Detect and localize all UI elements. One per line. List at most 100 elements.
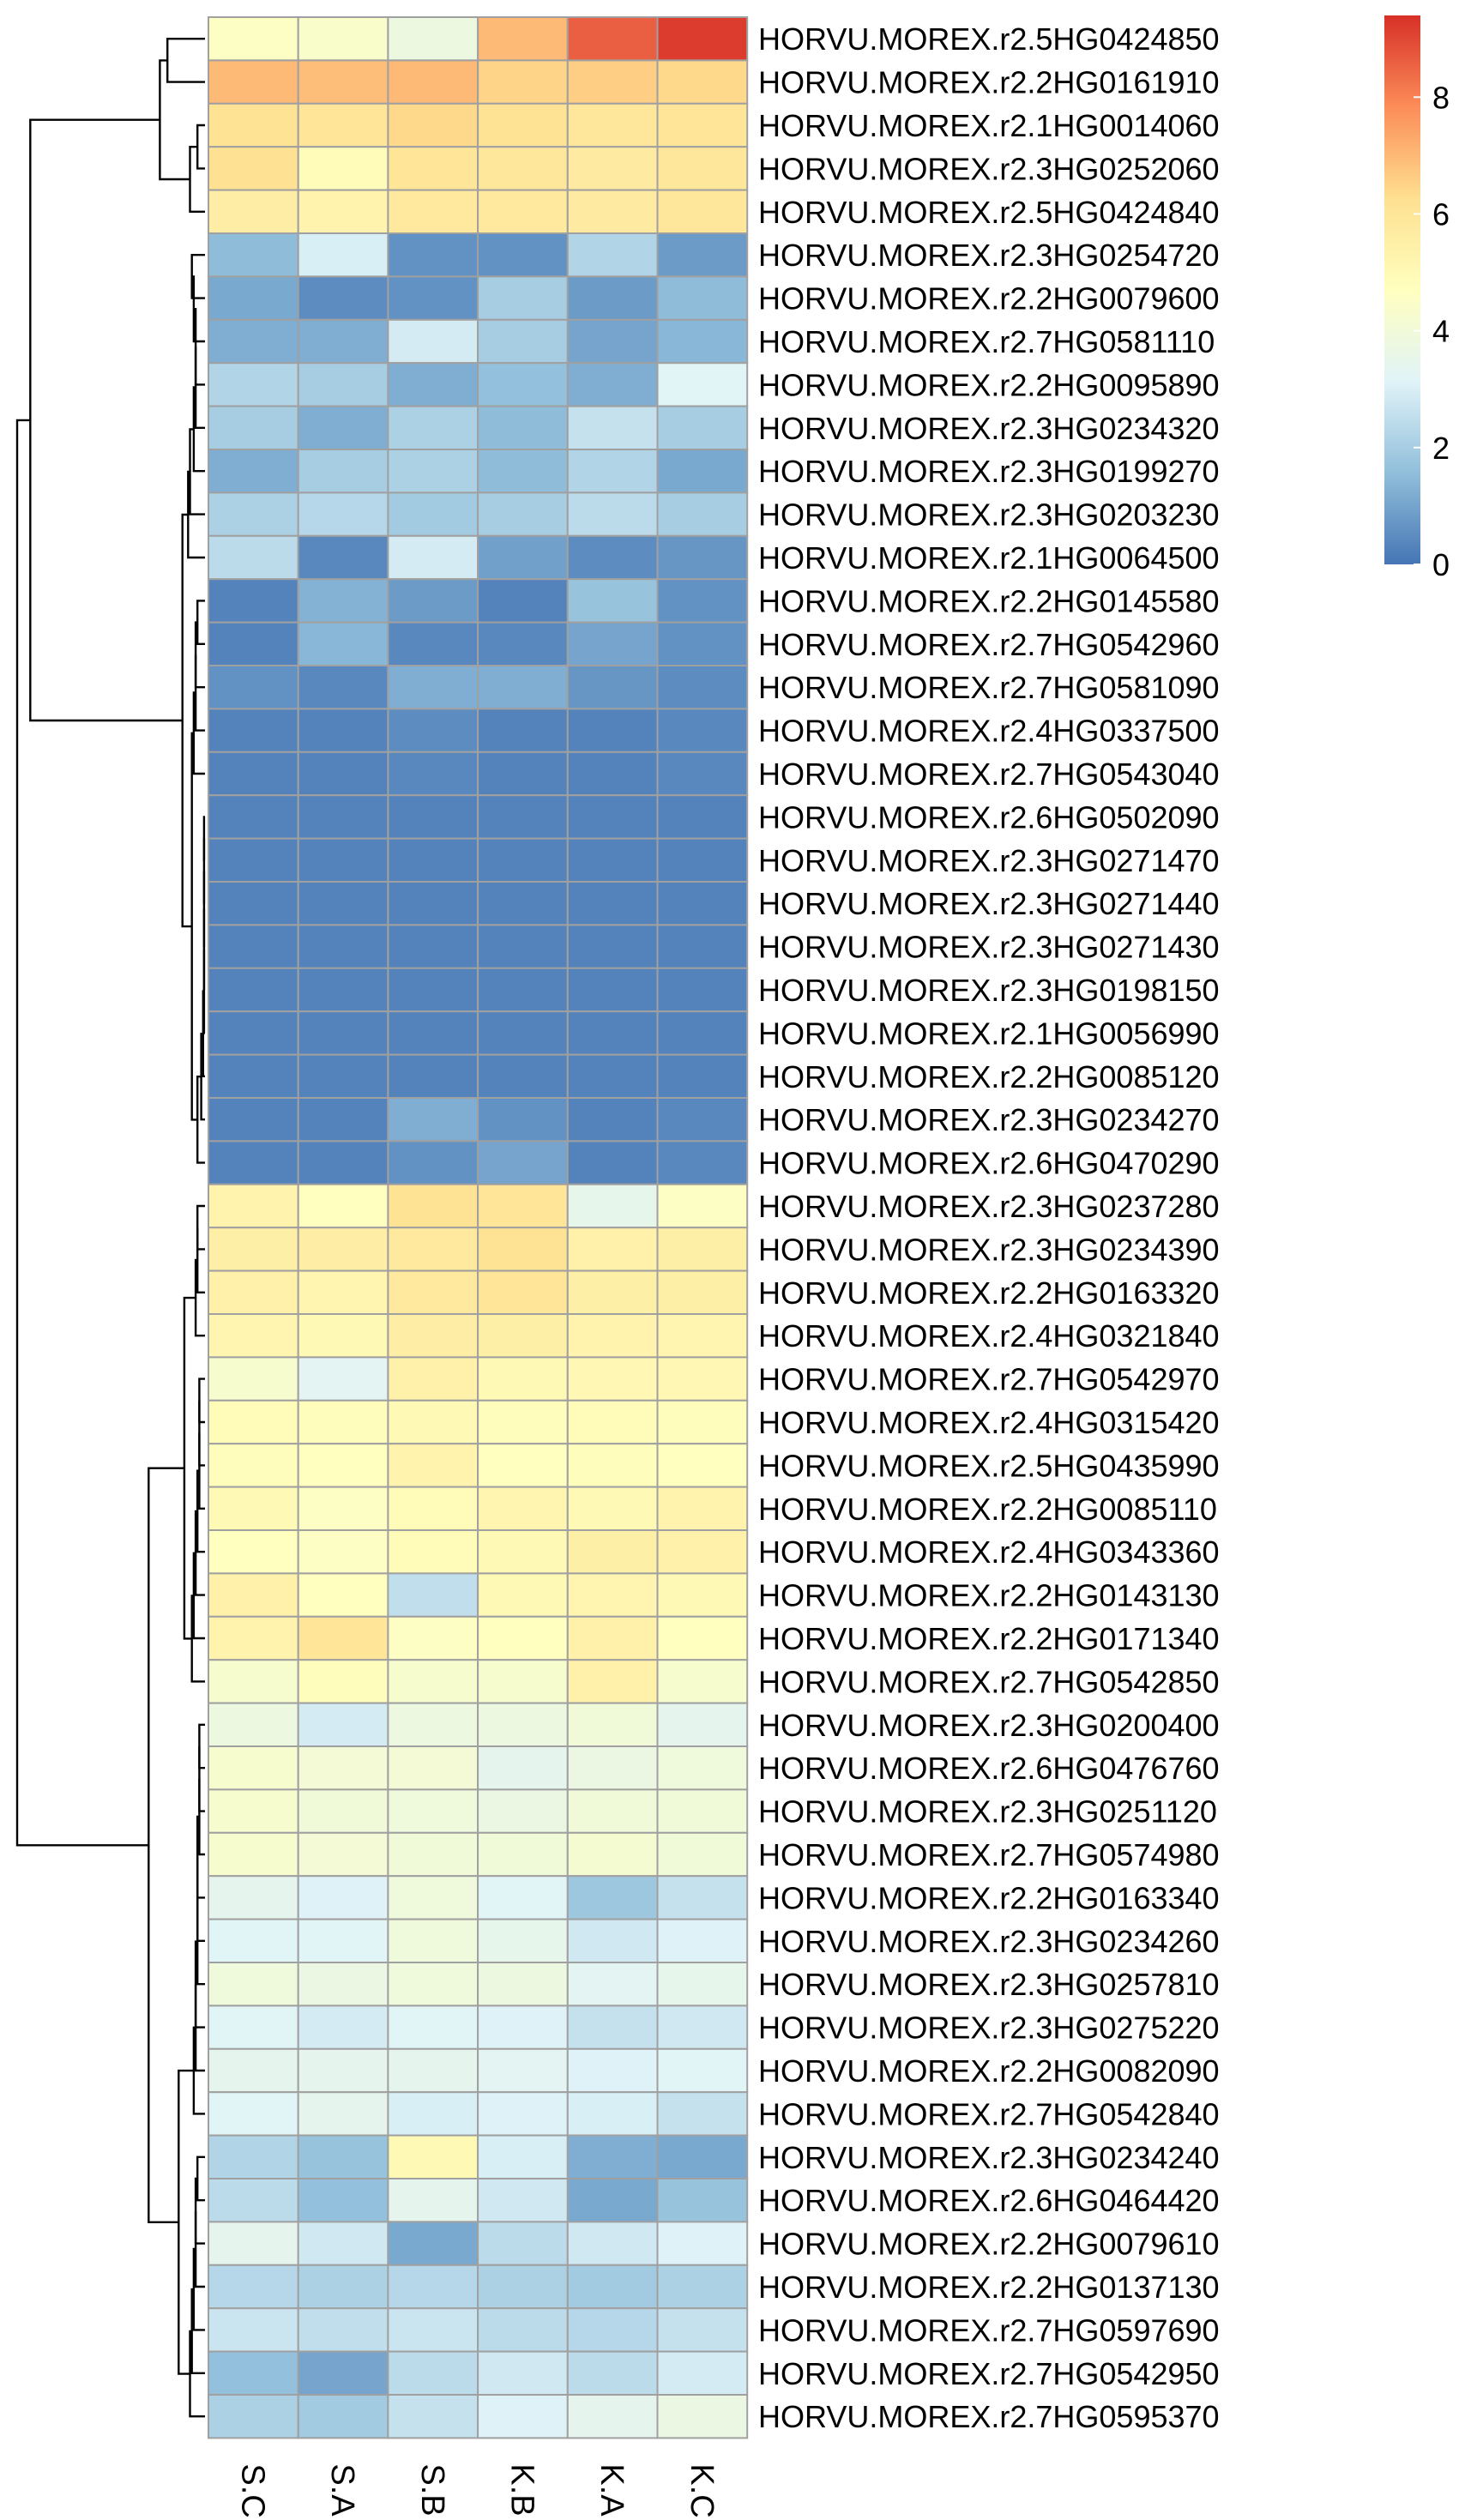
row-label: HORVU.MOREX.r2.3HG0234320 [758,411,1220,446]
heatmap-cell [656,1269,749,1315]
row-label: HORVU.MOREX.r2.2HG0095890 [758,367,1220,402]
heatmap-cell [656,578,749,624]
column-label: K.A [594,2463,630,2517]
heatmap-cell [387,449,479,494]
heatmap-cell [656,837,749,883]
heatmap-cell [297,621,389,666]
row-label: HORVU.MOREX.r2.2HG0137130 [758,2270,1220,2305]
heatmap-cell [566,837,659,883]
heatmap-cell [387,1918,479,1964]
heatmap-cell [208,1140,299,1185]
heatmap-cell [297,1962,389,2007]
heatmap-cell [656,405,749,451]
heatmap-cell [387,751,479,797]
heatmap-cell [566,2091,659,2137]
heatmap-cell [566,59,659,105]
heatmap-cell [387,1097,479,1142]
row-label: HORVU.MOREX.r2.3HG0200400 [758,1708,1220,1743]
heatmap-cell [656,794,749,840]
row-label: HORVU.MOREX.r2.7HG0542970 [758,1362,1220,1397]
heatmap-cell [566,189,659,235]
heatmap-cell [566,924,659,969]
heatmap-cell [656,1227,749,1272]
row-label: HORVU.MOREX.r2.2HG0085120 [758,1059,1220,1094]
heatmap-cell [297,1269,389,1315]
row-label: HORVU.MOREX.r2.1HG0014060 [758,108,1220,143]
heatmap-cell [656,1399,749,1445]
heatmap-cell [656,1443,749,1488]
heatmap-cell [477,2350,569,2396]
heatmap-cell [566,491,659,537]
heatmap-cell [387,794,479,840]
dendrogram-branch [29,118,183,722]
heatmap-cell [477,2221,569,2266]
heatmap-cell [656,1831,749,1878]
heatmap-cell [297,232,389,278]
dendrogram-branch [194,654,205,732]
row-label: HORVU.MOREX.r2.3HG0234270 [758,1102,1220,1137]
heatmap-cell [297,1918,389,1964]
heatmap-cell [656,1529,749,1575]
row-label: HORVU.MOREX.r2.2HG0143130 [758,1578,1220,1613]
heatmap-cell [297,1486,389,1531]
heatmap-cell [387,16,479,62]
heatmap-cell [656,1962,749,2007]
heatmap-cell [566,1443,659,1488]
heatmap-cell [477,1140,569,1185]
heatmap-cell [387,1140,479,1185]
dendrogram-branch [196,1899,205,1986]
heatmap-cell [566,621,659,666]
heatmap-cell [387,491,479,537]
heatmap-cell [477,1659,569,1704]
heatmap-cell [566,881,659,926]
row-label: HORVU.MOREX.r2.6HG0476760 [758,1751,1220,1786]
heatmap-cell [208,1269,299,1315]
heatmap-cell [297,102,389,148]
row-label: HORVU.MOREX.r2.1HG0056990 [758,1016,1220,1051]
heatmap-cell [387,1875,479,1920]
heatmap-cell [656,1010,749,1056]
heatmap-cell [566,1875,659,1920]
heatmap-cell [297,1529,389,1575]
heatmap-cell [297,1053,389,1099]
heatmap-cell [656,2178,749,2223]
heatmap-cell [477,621,569,666]
heatmap-cell [566,1962,659,2007]
dendrogram-branch [194,1984,205,2072]
heatmap-cell [208,1572,299,1618]
heatmap-cell [566,578,659,624]
heatmap-cell [566,232,659,278]
heatmap-cell [208,2350,299,2396]
heatmap-cell [477,318,569,365]
legend-color-bar [1384,15,1420,564]
heatmap-cell [477,794,569,840]
heatmap-cell [566,449,659,494]
heatmap-cell [208,1962,299,2007]
heatmap-cell [656,1745,749,1791]
row-label: HORVU.MOREX.r2.3HG0234240 [758,2140,1220,2175]
heatmap-cell [208,2307,299,2353]
heatmap-cell [297,1788,389,1834]
heatmap-cell [297,2307,389,2353]
heatmap-cell [477,1010,569,1056]
heatmap-cell [387,621,479,666]
legend-ticks: 0 2 4 6 8 [1414,80,1450,582]
heatmap-cell [477,837,569,883]
heatmap-cell [387,1010,479,1056]
heatmap-cell [387,534,479,581]
row-label: HORVU.MOREX.r2.2HG0163340 [758,1880,1220,1915]
legend-tick-label: 6 [1432,197,1450,232]
heatmap-cell [656,881,749,926]
heatmap-cell [387,665,479,710]
heatmap-cell [208,1010,299,1056]
heatmap-cell [656,708,749,753]
heatmap-cell [656,534,749,581]
heatmap-cell [477,708,569,753]
heatmap-cell [477,1053,569,1099]
heatmap-cell [297,2394,389,2439]
heatmap-cell [477,1702,569,1747]
heatmap-cell [566,708,659,753]
heatmap-cell [297,751,389,797]
legend-tick-label: 4 [1432,314,1450,349]
row-label: HORVU.MOREX.r2.2HG0085110 [758,1492,1217,1527]
